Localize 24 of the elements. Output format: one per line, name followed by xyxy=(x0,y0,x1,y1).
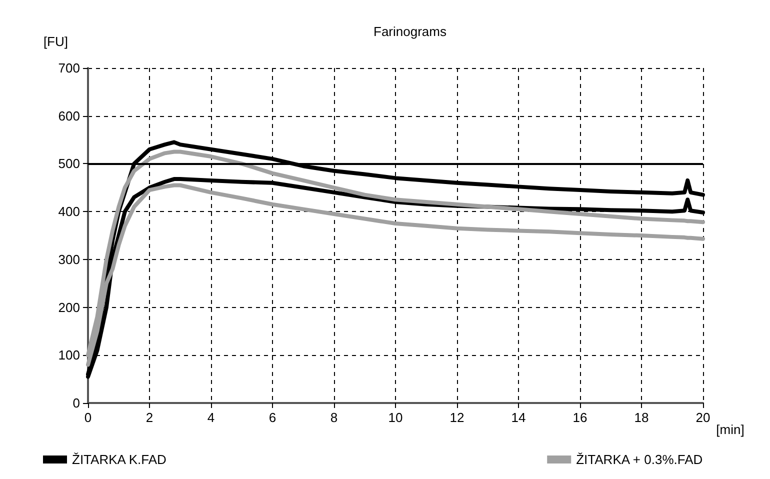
x-tick-label: 2 xyxy=(146,410,154,425)
x-tick-label: 12 xyxy=(450,410,464,425)
x-tick-label: 16 xyxy=(572,410,588,425)
y-tick-label: 100 xyxy=(58,348,80,363)
chart-title: Farinograms xyxy=(374,24,447,39)
y-tick-label: 500 xyxy=(58,156,80,172)
y-tick-label: 200 xyxy=(58,300,80,315)
x-tick-label: 14 xyxy=(511,410,526,425)
y-axis-title: [FU] xyxy=(43,34,68,49)
x-tick-label: 0 xyxy=(84,410,92,425)
y-tick-label: 300 xyxy=(58,252,80,267)
x-axis-title: [min] xyxy=(716,422,744,437)
x-tick-label: 18 xyxy=(634,410,649,425)
x-tick-label: 10 xyxy=(388,410,403,425)
y-tick-label: 400 xyxy=(58,204,80,220)
x-tick-label: 20 xyxy=(696,410,710,425)
x-tick-label: 8 xyxy=(330,410,338,425)
y-tick-label: 700 xyxy=(58,60,80,76)
y-tick-label: 0 xyxy=(72,396,80,410)
y-tick-label: 600 xyxy=(58,108,80,124)
x-tick-label: 4 xyxy=(207,410,215,425)
legend-label: ŽITARKA K.FAD xyxy=(72,452,166,467)
legend-label: ŽITARKA + 0.3%.FAD xyxy=(576,452,703,467)
x-tick-label: 6 xyxy=(268,410,276,425)
